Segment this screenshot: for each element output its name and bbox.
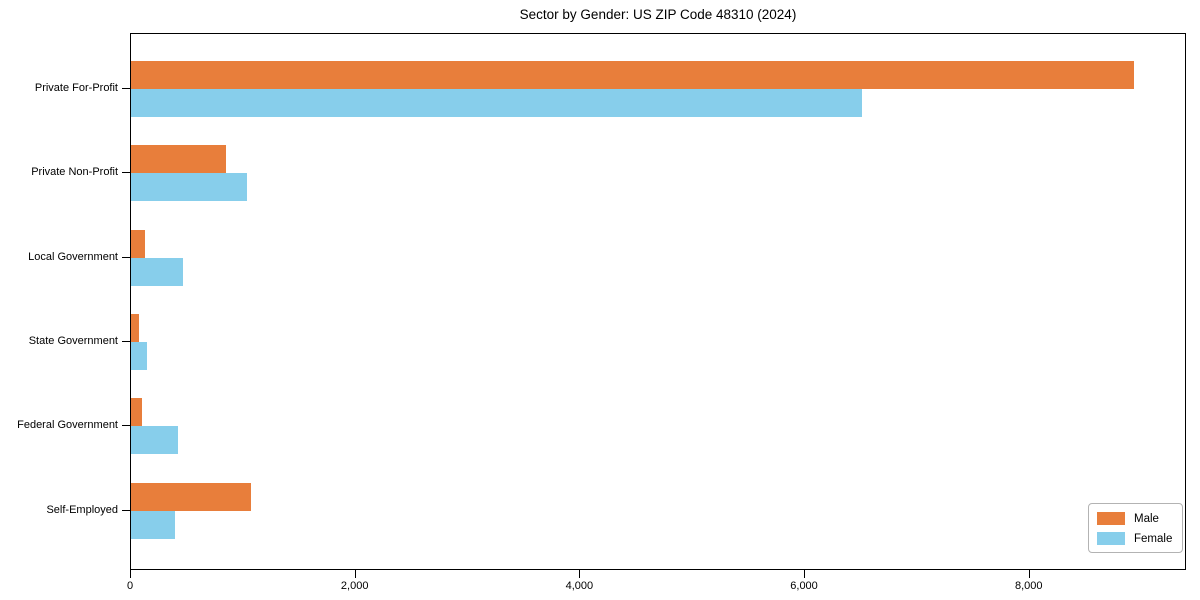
legend-swatch-female xyxy=(1097,532,1125,545)
y-axis-tick xyxy=(122,509,130,511)
x-tick-label: 2,000 xyxy=(340,580,369,592)
legend-swatch-male xyxy=(1097,512,1125,525)
legend: Male Female xyxy=(1088,503,1183,553)
y-tick-label: Federal Government xyxy=(17,419,118,432)
x-axis-tick xyxy=(354,570,356,578)
x-tick-label: 4,000 xyxy=(565,580,594,592)
bar-male-4 xyxy=(131,313,139,342)
y-axis-tick xyxy=(122,425,130,427)
y-axis-tick xyxy=(122,172,130,174)
y-axis-tick xyxy=(122,88,130,89)
bar-female-6 xyxy=(131,510,175,539)
y-axis-tick xyxy=(122,340,130,342)
x-tick-label: 0 xyxy=(126,580,134,592)
legend-entry-female: Female xyxy=(1097,530,1174,547)
bar-male-1 xyxy=(131,61,1135,89)
bar-female-2 xyxy=(131,173,247,202)
y-tick-label: Local Government xyxy=(28,250,118,263)
y-tick-label: Private Non-Profit xyxy=(31,166,118,179)
bar-male-5 xyxy=(131,398,143,427)
x-axis-tick xyxy=(579,570,581,578)
x-axis-tick xyxy=(804,570,806,578)
bar-female-5 xyxy=(131,426,179,455)
bar-female-4 xyxy=(131,341,147,370)
plot-area xyxy=(130,33,1186,570)
x-tick-label: 6,000 xyxy=(790,580,818,592)
x-axis-tick xyxy=(130,570,131,578)
x-axis-tick xyxy=(1028,570,1030,578)
chart-title: Sector by Gender: US ZIP Code 48310 (202… xyxy=(519,7,797,22)
bar-male-3 xyxy=(131,229,146,258)
legend-entry-male: Male xyxy=(1097,510,1174,527)
legend-label: Male xyxy=(1134,512,1159,525)
bar-female-1 xyxy=(131,89,863,117)
bar-female-3 xyxy=(131,257,183,286)
bar-male-6 xyxy=(131,482,251,511)
x-tick-label: 8,000 xyxy=(1014,580,1043,592)
legend-label: Female xyxy=(1134,532,1173,545)
y-tick-label: State Government xyxy=(28,334,118,347)
y-tick-label: Private For-Profit xyxy=(34,82,118,94)
y-axis-tick xyxy=(122,256,130,258)
y-tick-label: Self-Employed xyxy=(46,503,118,516)
bar-male-2 xyxy=(131,145,226,174)
